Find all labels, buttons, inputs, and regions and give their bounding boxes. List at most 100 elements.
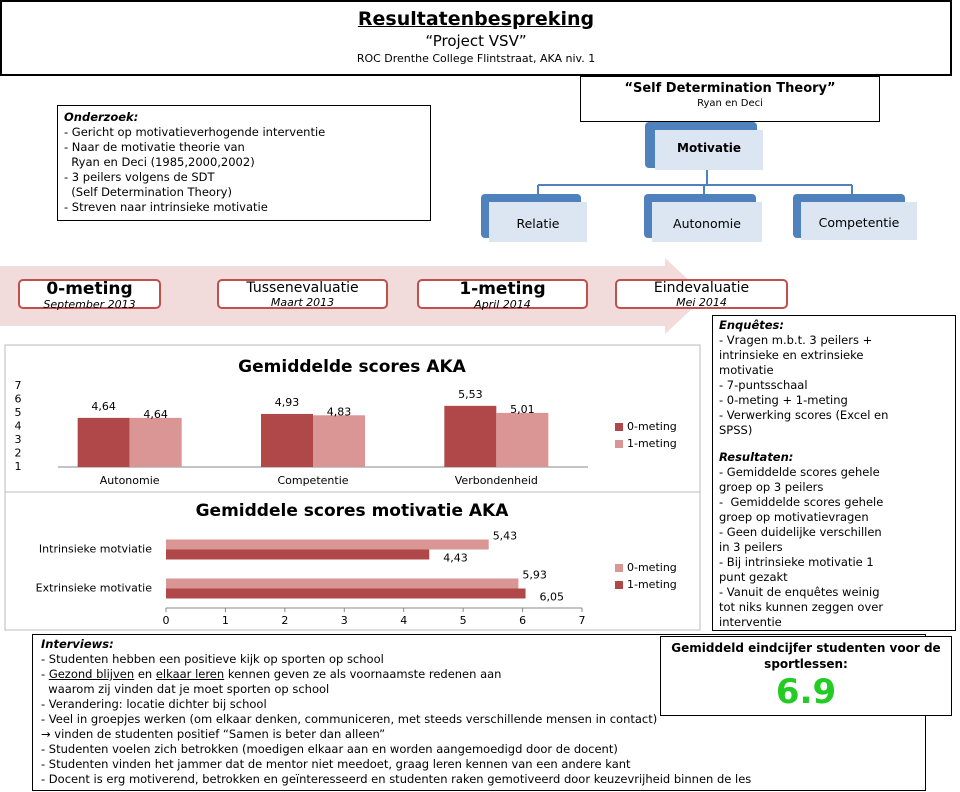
list-item: - Geen duidelijke verschillen [719, 525, 882, 539]
x-tick-label: 7 [579, 614, 586, 627]
list-item: - Streven naar intrinsieke motivatie [64, 200, 268, 214]
x-tick-label: Autonomie [100, 474, 160, 487]
step-label: 1-meting [459, 279, 546, 299]
heading: Resultaten: [719, 450, 794, 464]
list-item: - Vanuit de enquêtes weinig [719, 585, 880, 599]
location: ROC Drenthe College Flintstraat, AKA niv… [356, 52, 596, 65]
tree-node: Autonomie [673, 216, 741, 231]
value-label: 4,43 [443, 552, 468, 565]
x-tick-label: 2 [281, 614, 288, 627]
value-label: 5,01 [510, 403, 535, 416]
category-label: Extrinsieke motivatie [36, 582, 153, 595]
list: - Studenten hebben een positieve kijk op… [41, 652, 917, 787]
list-item: - Vragen m.b.t. 3 peilers + [719, 333, 873, 347]
list-item: punt gezakt [719, 570, 788, 584]
chart-title: Gemiddele scores motivatie AKA [196, 501, 510, 521]
step-date: September 2013 [43, 298, 136, 311]
value-label: 5,93 [522, 569, 547, 582]
list-item: - Verwerking scores (Excel en [719, 408, 889, 422]
list-item: - 0-meting + 1-meting [719, 393, 848, 407]
theory-title: “Self Determination Theory” [624, 81, 836, 96]
list-item: motivatie [719, 363, 774, 377]
list-item: (Self Determination Theory) [64, 185, 232, 199]
step-date: Mei 2014 [676, 296, 727, 309]
list-item: - 3 peilers volgens de SDT [64, 170, 215, 184]
list-item: - Gezond blijven en elkaar leren kennen … [41, 667, 917, 682]
grade-label: Gemiddeld eindcijfer studenten voor de s… [671, 641, 941, 671]
list-item: groep op motivatievragen [719, 510, 869, 524]
y-tick-label: 5 [15, 406, 22, 419]
x-tick-label: 1 [222, 614, 229, 627]
legend-label: 1-meting [627, 437, 677, 450]
bar [166, 588, 526, 599]
list-item: - Bij intrinsieke motivatie 1 [719, 555, 874, 569]
theory-box: “Self Determination Theory” Ryan en Deci [580, 76, 880, 122]
list-item: - Docent is erg motiverend, betrokken en… [41, 772, 752, 786]
legend-label: 1-meting [627, 578, 677, 591]
title: Resultatenbespreking [357, 8, 595, 30]
value-label: 6,05 [540, 591, 565, 604]
list-item: - Gemiddelde scores gehele [719, 495, 884, 509]
grade: Gemiddeld eindcijfer studenten voor de s… [660, 636, 952, 716]
list-item: Ryan en Deci (1985,2000,2002) [64, 155, 255, 169]
list-item: tot niks kunnen zeggen over [719, 600, 884, 614]
text-part: kennen geven ze als voornaamste redenen … [224, 667, 502, 681]
tree-node: Competentie [818, 215, 900, 230]
list-item: - Veel in groepjes werken (om elkaar den… [41, 712, 658, 726]
bar [129, 417, 182, 467]
timeline-step: 0-meting September 2013 [18, 279, 161, 311]
timeline-step: 1-meting April 2014 [417, 279, 588, 311]
text-part: - [41, 667, 49, 681]
list-item: - Studenten vinden het jammer dat de men… [41, 757, 631, 771]
legend-swatch [615, 581, 623, 589]
chart-frame [4, 491, 701, 631]
value-label: 4,83 [327, 405, 352, 418]
x-tick-label: Competentie [277, 474, 348, 487]
step-label: Tussenevaluatie [246, 280, 359, 296]
text-part: Gezond blijven [48, 667, 135, 681]
list-item: - Studenten voelen zich betrokken (moedi… [41, 742, 618, 756]
chart-title: Gemiddelde scores AKA [238, 357, 466, 377]
x-tick-label: 0 [163, 614, 170, 627]
y-tick-label: 2 [15, 447, 22, 460]
step-label: 0-meting [46, 279, 133, 299]
list-item: - Naar de motivatie theorie van [64, 140, 245, 154]
list-item: - 7-puntsschaal [719, 378, 808, 392]
list-item: - Studenten hebben een positieve kijk op… [41, 652, 384, 666]
list-item: - Verandering: locatie dichter bij schoo… [41, 697, 267, 711]
bar [166, 539, 489, 550]
grade-value: 6.9 [775, 672, 837, 712]
value-label: 5,53 [458, 388, 483, 401]
tree-boxes [481, 122, 917, 242]
y-tick-label: 7 [15, 379, 22, 392]
theory-authors: Ryan en Deci [697, 98, 763, 109]
value-label: 5,43 [493, 530, 518, 543]
timeline-step: Tussenevaluatie Maart 2013 [217, 279, 388, 309]
list-item: → vinden de studenten positief “Samen is… [41, 727, 386, 741]
step-date: April 2014 [474, 298, 531, 311]
list-item: groep op 3 peilers [719, 480, 824, 494]
subtitle: “Project VSV” [425, 32, 527, 50]
list-item: - Gericht op motivatieverhogende interve… [64, 125, 326, 139]
list: - Vragen m.b.t. 3 peilers + intrinsieke e… [719, 333, 949, 438]
list-item: interventie [719, 615, 782, 629]
x-tick-label: 3 [341, 614, 348, 627]
research: Onderzoek: - Gericht op motivatieverhoge… [57, 105, 431, 221]
category-label: Intrinsieke motviatie [39, 543, 152, 556]
step-label: Eindevaluatie [653, 280, 750, 296]
legend-label: 0-meting [627, 420, 677, 433]
y-tick-label: 6 [15, 393, 22, 406]
value-label: 4,64 [143, 408, 168, 421]
legend-swatch [615, 423, 623, 431]
list-item: in 3 peilers [719, 540, 783, 554]
bar [77, 417, 130, 467]
header: Resultatenbespreking “Project VSV” ROC D… [0, 0, 952, 76]
bar [166, 578, 519, 589]
value-label: 4,64 [91, 400, 116, 413]
legend-swatch [615, 564, 623, 572]
bar [313, 415, 365, 467]
list: - Gemiddelde scores gehele groep op 3 pei… [719, 465, 949, 630]
timeline-step: Eindevaluatie Mei 2014 [615, 279, 788, 309]
